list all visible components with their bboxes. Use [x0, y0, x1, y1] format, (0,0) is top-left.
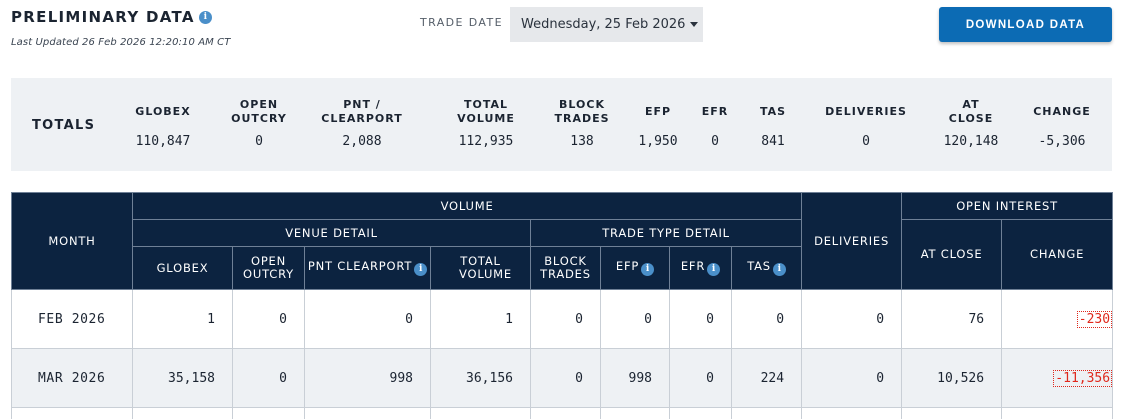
cell-change-value: -11,356 [1053, 369, 1113, 387]
cell-change: -230 [1001, 289, 1114, 349]
col-at-close: AT CLOSE [901, 219, 1003, 290]
cell-globex: 35,158 [132, 348, 233, 408]
totals-head: DELIVERIES [825, 105, 907, 118]
info-icon[interactable]: i [198, 10, 212, 24]
cell-empty [232, 407, 305, 419]
col-open-outcry: OPEN OUTCRY [232, 246, 305, 290]
caret-down-icon [690, 22, 699, 27]
col-month: MONTH [11, 192, 133, 290]
totals-head: EFR [701, 105, 729, 118]
totals-head: AT CLOSE [948, 98, 994, 125]
col-change: CHANGE [1001, 219, 1114, 290]
volume-table: MONTH VOLUME DELIVERIES OPEN INTEREST VE… [11, 192, 1114, 419]
totals-value: 0 [862, 134, 870, 149]
table-row: FEB 2026 1 0 0 1 0 0 0 0 0 76 -230 [11, 289, 1114, 349]
col-deliveries: DELIVERIES [801, 192, 903, 290]
totals-value: 138 [570, 134, 594, 149]
cell-change-value: -230 [1076, 310, 1113, 328]
totals-value: 841 [761, 134, 785, 149]
page-title-text: PRELIMINARY DATA [11, 8, 195, 26]
totals-value: 120,148 [943, 134, 999, 149]
trade-date-value: Wednesday, 25 Feb 2026 [521, 17, 686, 32]
info-icon[interactable]: i [772, 263, 786, 276]
info-icon[interactable]: i [641, 263, 655, 276]
cell-efp: 998 [600, 348, 670, 408]
col-total-volume: TOTAL VOLUME [430, 246, 531, 290]
totals-panel: TOTALS GLOBEX 110,847 OPEN OUTCRY 0 PNT … [11, 78, 1112, 171]
cell-month: MAR 2026 [11, 348, 133, 408]
col-efp-label: EFP [615, 259, 640, 273]
cell-empty [801, 407, 903, 419]
cell-at-close: 10,526 [901, 348, 1003, 408]
cell-deliveries: 0 [801, 348, 903, 408]
cell-open-outcry: 0 [232, 348, 305, 408]
col-group-open-interest: OPEN INTEREST [901, 192, 1114, 220]
cell-total-volume: 1 [430, 289, 531, 349]
cell-block-trades: 0 [530, 289, 601, 349]
totals-value: 110,847 [135, 134, 191, 149]
cell-empty [600, 407, 670, 419]
totals-value: 0 [255, 134, 263, 149]
totals-value: -5,306 [1038, 134, 1086, 149]
totals-value: 1,950 [638, 134, 678, 149]
col-group-trade-type-detail: TRADE TYPE DETAIL [529, 219, 803, 247]
cell-empty [530, 407, 601, 419]
download-data-button[interactable]: DOWNLOAD DATA [939, 7, 1112, 42]
cell-empty [730, 407, 803, 419]
trade-date-label: TRADE DATE [420, 16, 503, 29]
totals-head: CHANGE [1033, 105, 1091, 118]
col-group-venue-detail: VENUE DETAIL [132, 219, 531, 247]
totals-head: TOTAL VOLUME [457, 98, 515, 125]
trade-date-dropdown[interactable]: Wednesday, 25 Feb 2026 [510, 7, 703, 42]
info-icon[interactable]: i [707, 263, 721, 276]
cell-at-close: 76 [901, 289, 1003, 349]
col-group-volume: VOLUME [131, 192, 803, 220]
cell-empty [11, 407, 133, 419]
totals-head: OPEN OUTCRY [231, 98, 287, 125]
col-tas: TAS i [730, 246, 803, 290]
info-icon[interactable]: i [414, 263, 428, 276]
last-updated-text: Last Updated 26 Feb 2026 12:20:10 AM CT [11, 37, 231, 48]
col-globex: GLOBEX [132, 246, 233, 290]
table-row [11, 407, 1114, 419]
col-efr: EFR i [669, 246, 732, 290]
cell-empty [669, 407, 732, 419]
cell-empty [132, 407, 233, 419]
totals-head: GLOBEX [135, 105, 191, 118]
cell-tas: 0 [730, 289, 803, 349]
cell-tas: 224 [730, 348, 803, 408]
totals-head: TAS [759, 105, 787, 118]
cell-pnt-clearport: 998 [304, 348, 431, 408]
totals-label: TOTALS [32, 118, 96, 133]
cell-total-volume: 36,156 [430, 348, 531, 408]
totals-value: 112,935 [458, 134, 514, 149]
col-pnt-clearport: PNT CLEARPORT i [304, 246, 431, 290]
cell-empty [430, 407, 531, 419]
cell-open-outcry: 0 [232, 289, 305, 349]
totals-value: 2,088 [342, 134, 382, 149]
totals-head: BLOCK TRADES [554, 98, 610, 125]
cell-change: -11,356 [1001, 348, 1114, 408]
cell-empty [1001, 407, 1114, 419]
cell-pnt-clearport: 0 [304, 289, 431, 349]
col-efp: EFP i [600, 246, 670, 290]
totals-head: PNT / CLEARPORT [321, 98, 403, 125]
col-efr-label: EFR [680, 259, 706, 273]
cell-empty [901, 407, 1003, 419]
cell-efr: 0 [669, 289, 732, 349]
totals-value: 0 [711, 134, 719, 149]
page-title: PRELIMINARY DATA i [11, 8, 212, 26]
cell-globex: 1 [132, 289, 233, 349]
col-tas-label: TAS [747, 259, 771, 273]
col-pnt-clearport-label: PNT CLEARPORT [307, 259, 413, 273]
cell-efp: 0 [600, 289, 670, 349]
cell-efr: 0 [669, 348, 732, 408]
cell-deliveries: 0 [801, 289, 903, 349]
totals-head: EFP [644, 105, 672, 118]
table-row: MAR 2026 35,158 0 998 36,156 0 998 0 224… [11, 348, 1114, 408]
cell-empty [304, 407, 431, 419]
col-block-trades: BLOCK TRADES [530, 246, 601, 290]
cell-month: FEB 2026 [11, 289, 133, 349]
cell-block-trades: 0 [530, 348, 601, 408]
